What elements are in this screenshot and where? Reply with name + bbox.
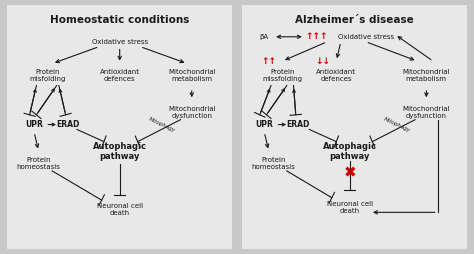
Text: Autophagic
pathway: Autophagic pathway — [323, 142, 377, 161]
Text: Antioxidant
defences: Antioxidant defences — [316, 69, 356, 82]
Text: Mitochondrial
metabolism: Mitochondrial metabolism — [402, 69, 450, 82]
Text: Neuronal cell
death: Neuronal cell death — [327, 201, 373, 214]
Text: ERAD: ERAD — [286, 120, 310, 129]
Text: ✖: ✖ — [344, 166, 356, 181]
Text: Mitochondrial
dysfunction: Mitochondrial dysfunction — [168, 106, 216, 119]
Text: ↑↑↑: ↑↑↑ — [305, 32, 327, 41]
FancyBboxPatch shape — [5, 3, 235, 251]
Text: Oxidative stress: Oxidative stress — [91, 39, 148, 45]
Text: UPR: UPR — [255, 120, 273, 129]
Text: Mitophagy: Mitophagy — [148, 116, 177, 133]
Text: Protein
homeostasis: Protein homeostasis — [251, 157, 295, 170]
Text: Mitochondrial
dysfunction: Mitochondrial dysfunction — [402, 106, 450, 119]
Text: ERAD: ERAD — [56, 120, 80, 129]
Text: UPR: UPR — [25, 120, 43, 129]
Text: ↑↑: ↑↑ — [261, 57, 276, 66]
Text: Antioxidant
defences: Antioxidant defences — [100, 69, 140, 82]
Text: Alzheimer´s disease: Alzheimer´s disease — [295, 15, 414, 25]
FancyBboxPatch shape — [239, 3, 469, 251]
Text: Protein
missfolding: Protein missfolding — [262, 69, 302, 82]
Text: ↓↓: ↓↓ — [315, 57, 330, 66]
Text: Homeostatic conditions: Homeostatic conditions — [50, 15, 190, 25]
Text: Mitochondrial
metabolism: Mitochondrial metabolism — [168, 69, 216, 82]
Text: Mitophagy: Mitophagy — [383, 116, 411, 133]
Text: Neuronal cell
death: Neuronal cell death — [97, 203, 143, 216]
Text: Autophagic
pathway: Autophagic pathway — [93, 142, 146, 161]
Text: Protein
misfolding: Protein misfolding — [29, 69, 66, 82]
Text: Oxidative stress: Oxidative stress — [337, 34, 393, 40]
Text: βA: βA — [260, 34, 269, 40]
Text: Protein
homeostasis: Protein homeostasis — [17, 157, 61, 170]
